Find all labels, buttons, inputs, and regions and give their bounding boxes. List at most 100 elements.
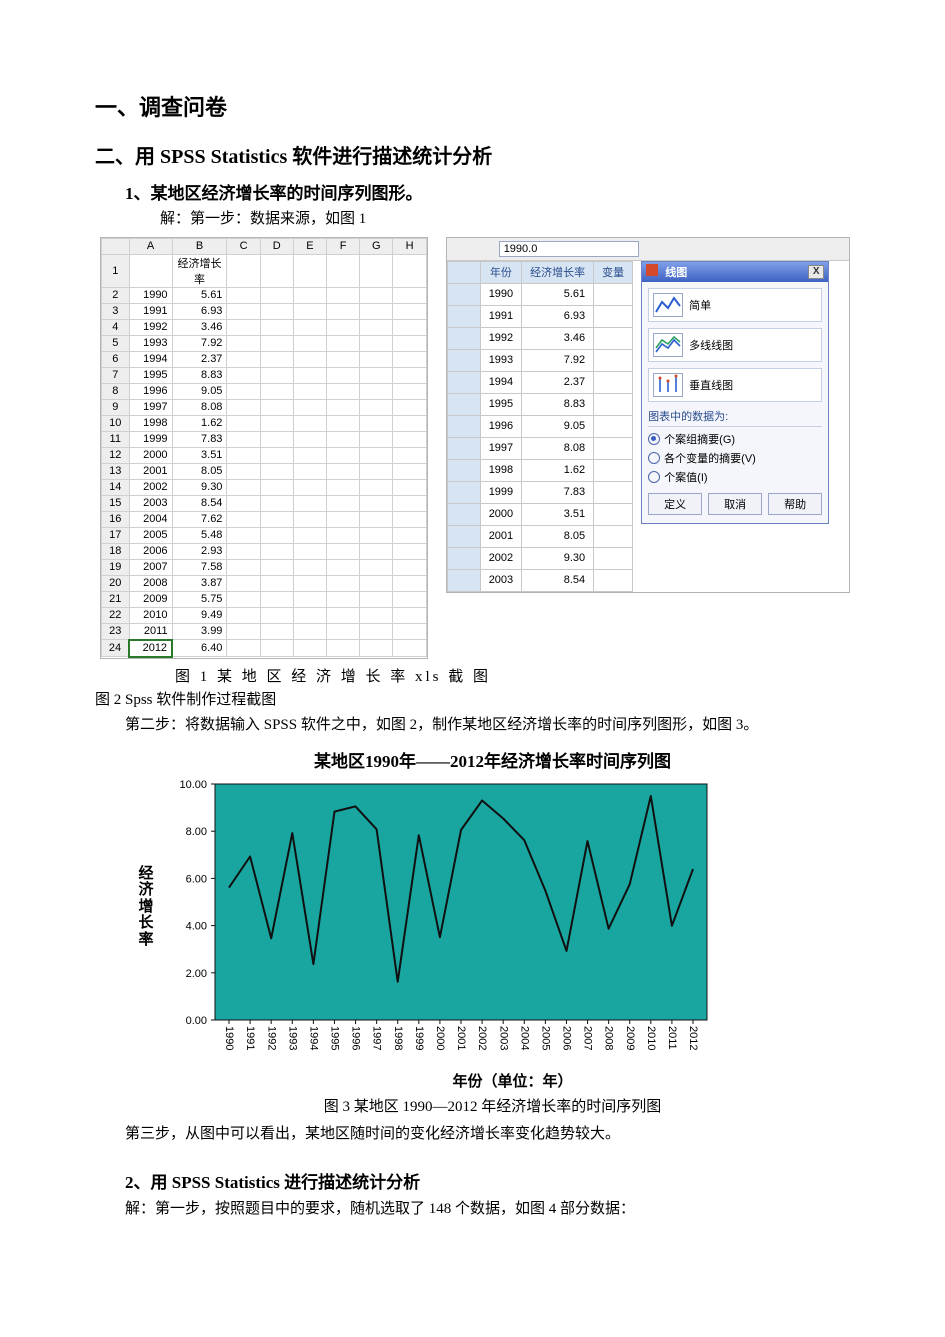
row-header[interactable]: 17 — [102, 527, 130, 543]
spss-cell[interactable]: 8.83 — [522, 393, 594, 415]
spss-row-header[interactable] — [447, 305, 480, 327]
col-header[interactable]: H — [393, 238, 426, 254]
row-header[interactable]: 19 — [102, 559, 130, 575]
col-header[interactable]: A — [129, 238, 172, 254]
empty-cell[interactable] — [260, 447, 293, 463]
empty-cell[interactable] — [393, 591, 426, 607]
data-cell[interactable]: 2010 — [129, 607, 172, 623]
empty-cell[interactable] — [293, 287, 326, 303]
empty-cell[interactable] — [393, 575, 426, 591]
empty-cell[interactable] — [393, 527, 426, 543]
empty-cell[interactable] — [360, 607, 393, 623]
empty-cell[interactable] — [393, 254, 426, 287]
spss-cell[interactable]: 1996 — [480, 415, 521, 437]
option-multiple[interactable]: 多线线图 — [648, 328, 822, 362]
spss-row-header[interactable] — [447, 371, 480, 393]
spss-cell[interactable]: 1990 — [480, 283, 521, 305]
empty-cell[interactable] — [227, 431, 260, 447]
empty-cell[interactable] — [327, 303, 360, 319]
spss-row-header[interactable] — [447, 481, 480, 503]
empty-cell[interactable] — [293, 415, 326, 431]
empty-cell[interactable] — [393, 367, 426, 383]
data-cell[interactable]: 1993 — [129, 335, 172, 351]
spss-cell[interactable]: 1995 — [480, 393, 521, 415]
empty-cell[interactable] — [327, 495, 360, 511]
empty-cell[interactable] — [293, 607, 326, 623]
spss-cell[interactable] — [594, 569, 633, 591]
data-cell[interactable]: 2005 — [129, 527, 172, 543]
col-header[interactable]: C — [227, 238, 260, 254]
empty-cell[interactable] — [327, 479, 360, 495]
empty-cell[interactable] — [393, 319, 426, 335]
empty-cell[interactable] — [227, 591, 260, 607]
data-cell[interactable]: 1999 — [129, 431, 172, 447]
data-cell[interactable]: 2003 — [129, 495, 172, 511]
spss-row-header[interactable] — [447, 349, 480, 371]
empty-cell[interactable] — [227, 399, 260, 415]
spss-cell[interactable]: 1.62 — [522, 459, 594, 481]
row-header[interactable]: 5 — [102, 335, 130, 351]
spss-col-header[interactable]: 经济增长率 — [522, 261, 594, 283]
empty-cell[interactable] — [260, 399, 293, 415]
data-cell[interactable]: 9.49 — [172, 607, 227, 623]
empty-cell[interactable] — [260, 335, 293, 351]
spss-cell[interactable]: 2.37 — [522, 371, 594, 393]
empty-cell[interactable] — [227, 303, 260, 319]
define-button[interactable]: 定义 — [648, 493, 702, 515]
empty-cell[interactable] — [227, 479, 260, 495]
empty-cell[interactable] — [227, 415, 260, 431]
option-drop[interactable]: 垂直线图 — [648, 368, 822, 402]
empty-cell[interactable] — [227, 254, 260, 287]
radio-case-values[interactable]: 个案值(I) — [648, 469, 822, 485]
col-header[interactable]: B — [172, 238, 227, 254]
empty-cell[interactable] — [293, 319, 326, 335]
spss-row-header[interactable] — [447, 503, 480, 525]
empty-cell[interactable] — [327, 559, 360, 575]
empty-cell[interactable] — [227, 511, 260, 527]
empty-cell[interactable] — [393, 543, 426, 559]
row-header[interactable]: 4 — [102, 319, 130, 335]
row-header[interactable]: 1 — [102, 254, 130, 287]
empty-cell[interactable] — [360, 591, 393, 607]
row-header[interactable]: 7 — [102, 367, 130, 383]
empty-cell[interactable] — [293, 335, 326, 351]
empty-cell[interactable] — [327, 591, 360, 607]
empty-cell[interactable] — [293, 559, 326, 575]
spss-cell[interactable]: 1998 — [480, 459, 521, 481]
row-header[interactable]: 2 — [102, 287, 130, 303]
empty-cell[interactable] — [227, 527, 260, 543]
data-cell[interactable]: 7.92 — [172, 335, 227, 351]
row-header[interactable]: 16 — [102, 511, 130, 527]
empty-cell[interactable] — [393, 463, 426, 479]
spss-cell[interactable] — [594, 305, 633, 327]
empty-cell[interactable] — [260, 495, 293, 511]
spss-cell[interactable]: 1997 — [480, 437, 521, 459]
empty-cell[interactable] — [293, 543, 326, 559]
data-cell[interactable]: 2000 — [129, 447, 172, 463]
empty-cell[interactable] — [393, 559, 426, 575]
spss-cell[interactable] — [594, 481, 633, 503]
row-header[interactable]: 20 — [102, 575, 130, 591]
row-header[interactable]: 3 — [102, 303, 130, 319]
radio-var-summary[interactable]: 各个变量的摘要(V) — [648, 450, 822, 466]
data-cell[interactable]: 1997 — [129, 399, 172, 415]
spss-cell[interactable] — [594, 327, 633, 349]
empty-cell[interactable] — [327, 287, 360, 303]
spss-row-header[interactable] — [447, 525, 480, 547]
empty-cell[interactable] — [260, 575, 293, 591]
empty-cell[interactable] — [227, 543, 260, 559]
empty-cell[interactable] — [360, 335, 393, 351]
spss-cell[interactable] — [594, 349, 633, 371]
data-cell[interactable]: 3.87 — [172, 575, 227, 591]
data-cell[interactable]: 1998 — [129, 415, 172, 431]
empty-cell[interactable] — [360, 543, 393, 559]
empty-cell[interactable] — [260, 640, 293, 657]
spss-cell[interactable]: 3.46 — [522, 327, 594, 349]
empty-cell[interactable] — [327, 254, 360, 287]
empty-cell[interactable] — [393, 351, 426, 367]
spss-row-header[interactable] — [447, 437, 480, 459]
empty-cell[interactable] — [360, 431, 393, 447]
spss-row-header[interactable] — [447, 283, 480, 305]
spss-cell[interactable]: 7.83 — [522, 481, 594, 503]
data-cell[interactable]: 1994 — [129, 351, 172, 367]
